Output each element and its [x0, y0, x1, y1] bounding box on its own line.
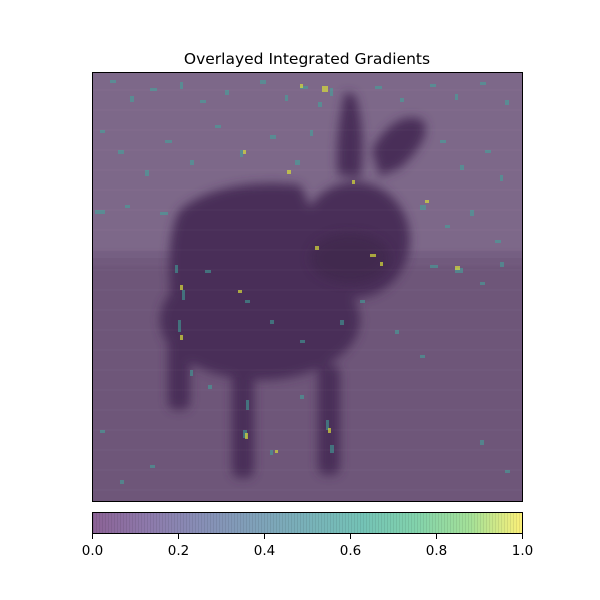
colorbar-hatch — [92, 512, 523, 534]
colorbar-ticks: 0.0 0.2 0.4 0.6 0.8 1.0 — [82, 534, 533, 559]
colorbar-tick-label: 0.0 — [82, 543, 103, 559]
chart-title: Overlayed Integrated Gradients — [184, 50, 430, 68]
heatmap-overlay-image — [92, 72, 523, 502]
colorbar-tick-label: 0.2 — [168, 543, 189, 559]
attribution-speckles — [95, 80, 510, 484]
colorbar-tick-label: 0.8 — [426, 543, 447, 559]
donkey-muzzle — [310, 233, 390, 283]
colorbar-frame — [92, 512, 523, 534]
colorbar-tick-label: 0.4 — [254, 543, 275, 559]
colorbar: 0.0 0.2 0.4 0.6 0.8 1.0 — [82, 512, 533, 559]
heatmap-texture — [92, 89, 523, 491]
colorbar-tick-label: 1.0 — [512, 543, 533, 559]
colorbar-tick-label: 0.6 — [340, 543, 361, 559]
donkey-silhouette — [160, 92, 426, 478]
plot-frame — [92, 72, 523, 502]
